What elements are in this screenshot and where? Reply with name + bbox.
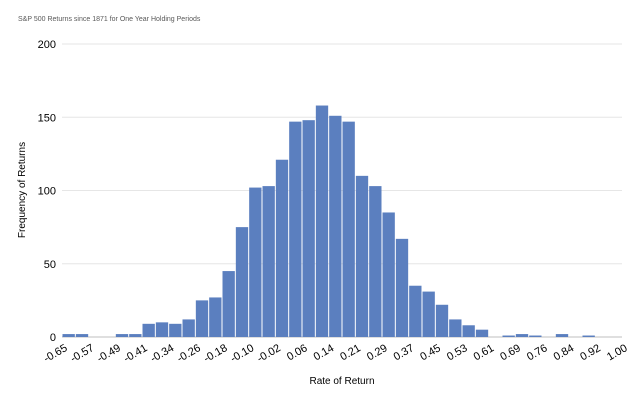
histogram-bar: [62, 334, 75, 337]
histogram-bar: [329, 115, 342, 337]
histogram-bar: [462, 325, 475, 337]
histogram-bar: [355, 175, 369, 337]
x-tick-label: 0.14: [312, 342, 337, 363]
histogram-bar: [182, 319, 195, 337]
x-tick-label: 0.92: [578, 342, 603, 363]
histogram-bar: [209, 297, 222, 337]
histogram-bar: [315, 105, 329, 337]
x-tick-label: -0.26: [175, 342, 203, 365]
y-tick-label: 200: [38, 39, 56, 51]
histogram-bar: [289, 121, 302, 338]
x-tick-label: -0.65: [42, 342, 70, 365]
x-tick-label: 0.69: [498, 342, 523, 363]
x-tick-label: 0.61: [472, 342, 497, 363]
chart-title: S&P 500 Returns since 1871 for One Year …: [18, 16, 201, 23]
histogram-bar: [475, 329, 489, 337]
histogram-bar: [582, 335, 595, 337]
histogram-bar: [262, 186, 275, 337]
x-tick-label: -0.57: [68, 342, 96, 365]
histogram-bar: [249, 187, 262, 337]
x-axis-label: Rate of Return: [309, 376, 374, 387]
x-tick-label: 0.21: [338, 342, 363, 363]
x-tick-labels: -0.65-0.57-0.49-0.41-0.34-0.26-0.18-0.10…: [42, 342, 630, 365]
histogram-bar: [142, 323, 155, 337]
x-tick-label: 0.37: [392, 342, 417, 363]
x-tick-label: 0.53: [445, 342, 470, 363]
x-tick-label: 0.06: [285, 342, 310, 363]
histogram-bar: [115, 334, 129, 337]
x-tick-label: -0.49: [95, 342, 123, 365]
x-tick-label: 0.45: [418, 342, 443, 363]
histogram-bar: [395, 238, 409, 337]
x-tick-label: -0.34: [148, 342, 176, 365]
x-tick-label: -0.02: [255, 342, 283, 365]
x-tick-label: 1.00: [605, 342, 630, 363]
x-tick-label: 0.76: [525, 342, 550, 363]
histogram-bar: [502, 335, 515, 337]
histogram-bar: [302, 120, 315, 338]
x-tick-label: -0.18: [202, 342, 230, 365]
y-tick-label: 0: [50, 332, 56, 344]
y-tick-label: 50: [44, 259, 56, 271]
histogram-bar: [515, 334, 529, 337]
x-tick-label: -0.41: [122, 342, 150, 365]
histogram-bar: [169, 323, 182, 337]
histogram-bar: [529, 335, 542, 337]
histogram-bar: [195, 300, 209, 337]
histogram-bar: [435, 304, 449, 337]
y-tick-labels: 0 50 100 150 200: [38, 39, 56, 344]
histogram-bar: [222, 271, 235, 337]
histogram-bar: [555, 334, 569, 337]
histogram-bar: [75, 334, 89, 337]
histogram-bar: [409, 285, 422, 337]
x-tick-label: 0.29: [365, 342, 390, 363]
histogram-bar: [155, 322, 169, 337]
y-tick-label: 150: [38, 112, 56, 124]
histogram-bar: [342, 121, 355, 338]
histogram-bar: [129, 334, 142, 337]
histogram-bar: [449, 319, 462, 337]
histogram-bar: [275, 159, 289, 337]
histogram-bars: [62, 105, 595, 338]
x-tick-label: -0.10: [228, 342, 256, 365]
y-tick-label: 100: [38, 186, 56, 198]
histogram-bar: [422, 291, 435, 337]
x-tick-label: 0.84: [552, 342, 577, 363]
histogram-bar: [235, 227, 249, 337]
histogram-bar: [369, 186, 382, 337]
y-axis-label: Frequency of Returns: [17, 142, 28, 238]
histogram-bar: [382, 212, 395, 337]
gridlines: [62, 43, 622, 338]
